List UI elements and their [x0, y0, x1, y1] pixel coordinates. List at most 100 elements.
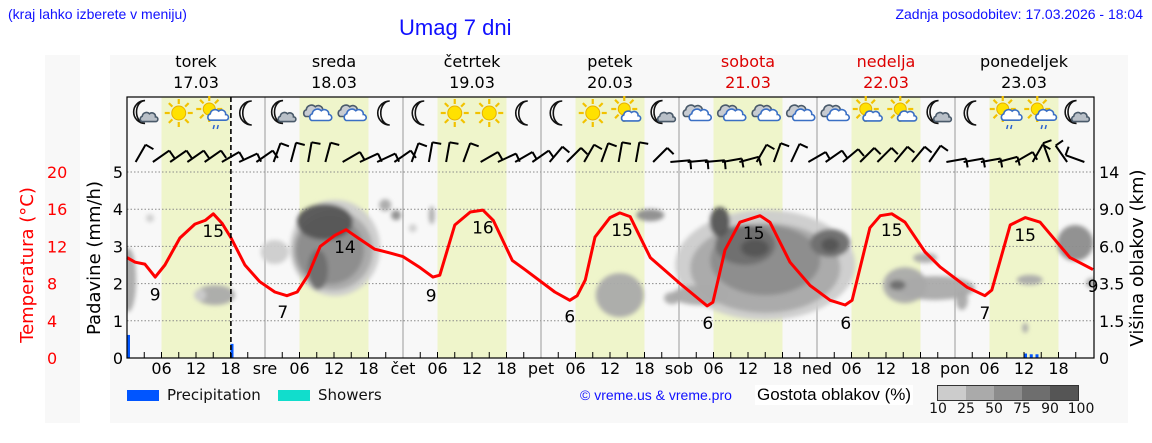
- wind-barb-icon: [462, 142, 480, 163]
- wind-barb-icon: [893, 145, 916, 163]
- precipitation-bar: [1029, 354, 1033, 358]
- daylight-band: [161, 97, 231, 358]
- wind-barb-icon: [221, 151, 245, 163]
- precipitation-bar: [1024, 353, 1027, 358]
- day-abbr-label: sre: [253, 359, 277, 378]
- temperature-axis-title: Temperatura (°C): [17, 187, 38, 343]
- cloud-height-tick-label: 0: [1099, 349, 1109, 368]
- wind-barb-icon: [600, 142, 618, 163]
- temperature-extreme-label: 9: [1088, 277, 1099, 297]
- hour-label: 12: [876, 359, 896, 378]
- colorbar-tick: 75: [1013, 401, 1031, 417]
- daylight-band: [437, 97, 507, 358]
- wind-barb-icon: [169, 149, 193, 163]
- hour-label: 06: [703, 359, 723, 378]
- day-name: sobota: [720, 52, 776, 71]
- colorbar-segment: [1050, 386, 1078, 400]
- clouds-icon: [716, 104, 747, 122]
- hour-label: 18: [634, 359, 654, 378]
- day-name: sreda: [311, 52, 357, 71]
- hour-label: 18: [358, 359, 378, 378]
- day-abbr-label: sob: [665, 359, 693, 378]
- hour-label: 06: [979, 359, 999, 378]
- day-abbr-label: ned: [802, 359, 832, 378]
- hour-label: 06: [841, 359, 861, 378]
- day-name: petek: [587, 52, 633, 71]
- hour-label: 12: [738, 359, 758, 378]
- sun-cloud-icon: [852, 96, 883, 122]
- moon-cloud-icon: [132, 99, 159, 125]
- cloud-height-tick-label: 14: [1099, 163, 1119, 182]
- temp-tick-label: 4: [47, 312, 57, 331]
- colorbar-tick: 100: [1067, 401, 1095, 417]
- precip-tick-label: 3: [113, 237, 123, 256]
- hour-label: 18: [772, 359, 792, 378]
- moon-icon: [376, 100, 390, 126]
- temp-tick-label: 0: [47, 349, 57, 368]
- precip-tick-label: 2: [113, 275, 123, 294]
- hour-label: 12: [186, 359, 206, 378]
- wind-barb-icon: [324, 141, 340, 163]
- colorbar-segment: [938, 386, 966, 400]
- day-date: 21.03: [725, 73, 771, 92]
- temperature-extreme-label: 14: [334, 238, 356, 258]
- day-name: ponedeljek: [980, 52, 1068, 71]
- wind-barb-icon: [859, 147, 882, 163]
- wind-barb-icon: [790, 142, 809, 163]
- wind-barb-icon: [825, 149, 848, 163]
- precip-tick-label: 0: [113, 349, 123, 368]
- sun-icon: [578, 99, 607, 127]
- wind-barb-icon: [1042, 139, 1052, 163]
- precipitation-bar: [1035, 354, 1039, 358]
- wind-barb-icon: [634, 141, 649, 163]
- moon-cloud-icon: [1064, 99, 1091, 125]
- sun-cloud-icon: [887, 96, 918, 122]
- temperature-extreme-label: 15: [611, 221, 633, 241]
- wind-barb-icon: [1064, 146, 1085, 163]
- daylight-band: [989, 97, 1059, 358]
- hour-label: 12: [462, 359, 482, 378]
- hour-label: 06: [565, 359, 585, 378]
- temperature-extreme-label: 15: [202, 222, 224, 242]
- location-hint[interactable]: (kraj lahko izberete v meniju): [8, 6, 187, 22]
- copyright-link[interactable]: © vreme.us & vreme.pro: [580, 387, 732, 403]
- hour-label: 18: [1048, 359, 1068, 378]
- day-date: 19.03: [449, 73, 495, 92]
- day-date: 17.03: [173, 73, 219, 92]
- sun-icon: [164, 99, 193, 127]
- temperature-extreme-label: 6: [564, 308, 575, 328]
- wind-barb-icon: [152, 149, 176, 163]
- hour-label: 06: [289, 359, 309, 378]
- page-title: Umag 7 dni: [399, 15, 512, 40]
- wind-barb-icon: [480, 151, 504, 163]
- colorbar-segment: [1022, 386, 1050, 400]
- wind-barb-icon: [393, 149, 417, 163]
- wind-barb-icon: [548, 145, 571, 163]
- wind-barb-icon: [928, 144, 949, 163]
- wind-barb-icon: [980, 157, 1004, 168]
- wind-barb-icon: [772, 142, 790, 163]
- hour-label: 18: [910, 359, 930, 378]
- day-name: četrtek: [443, 52, 501, 71]
- temperature-extreme-label: 9: [426, 286, 437, 306]
- day-abbr-label: čet: [391, 359, 416, 378]
- temperature-extreme-label: 15: [743, 224, 765, 244]
- wind-barb-icon: [289, 141, 306, 163]
- temp-tick-label: 16: [47, 200, 67, 219]
- sun-icon: [440, 99, 469, 127]
- cloud-height-axis-title: Višina oblakov (km): [1127, 169, 1148, 347]
- showers-swatch: [278, 390, 310, 401]
- wind-barb-icon: [1014, 151, 1039, 163]
- moon-icon: [411, 100, 425, 126]
- temperature-extreme-label: 7: [979, 304, 990, 324]
- sun-icon: [475, 99, 504, 127]
- wind-barb-icon: [272, 142, 290, 163]
- hour-label: 12: [324, 359, 344, 378]
- cloud-height-tick-label: 9.0: [1099, 200, 1124, 219]
- sun-rain-icon: [1024, 96, 1058, 130]
- temperature-extreme-label: 6: [702, 314, 713, 334]
- wind-barb-icon: [946, 157, 969, 168]
- colorbar-tick: 10: [929, 401, 947, 417]
- precip-tick-label: 4: [113, 200, 123, 219]
- clouds-icon: [751, 104, 781, 122]
